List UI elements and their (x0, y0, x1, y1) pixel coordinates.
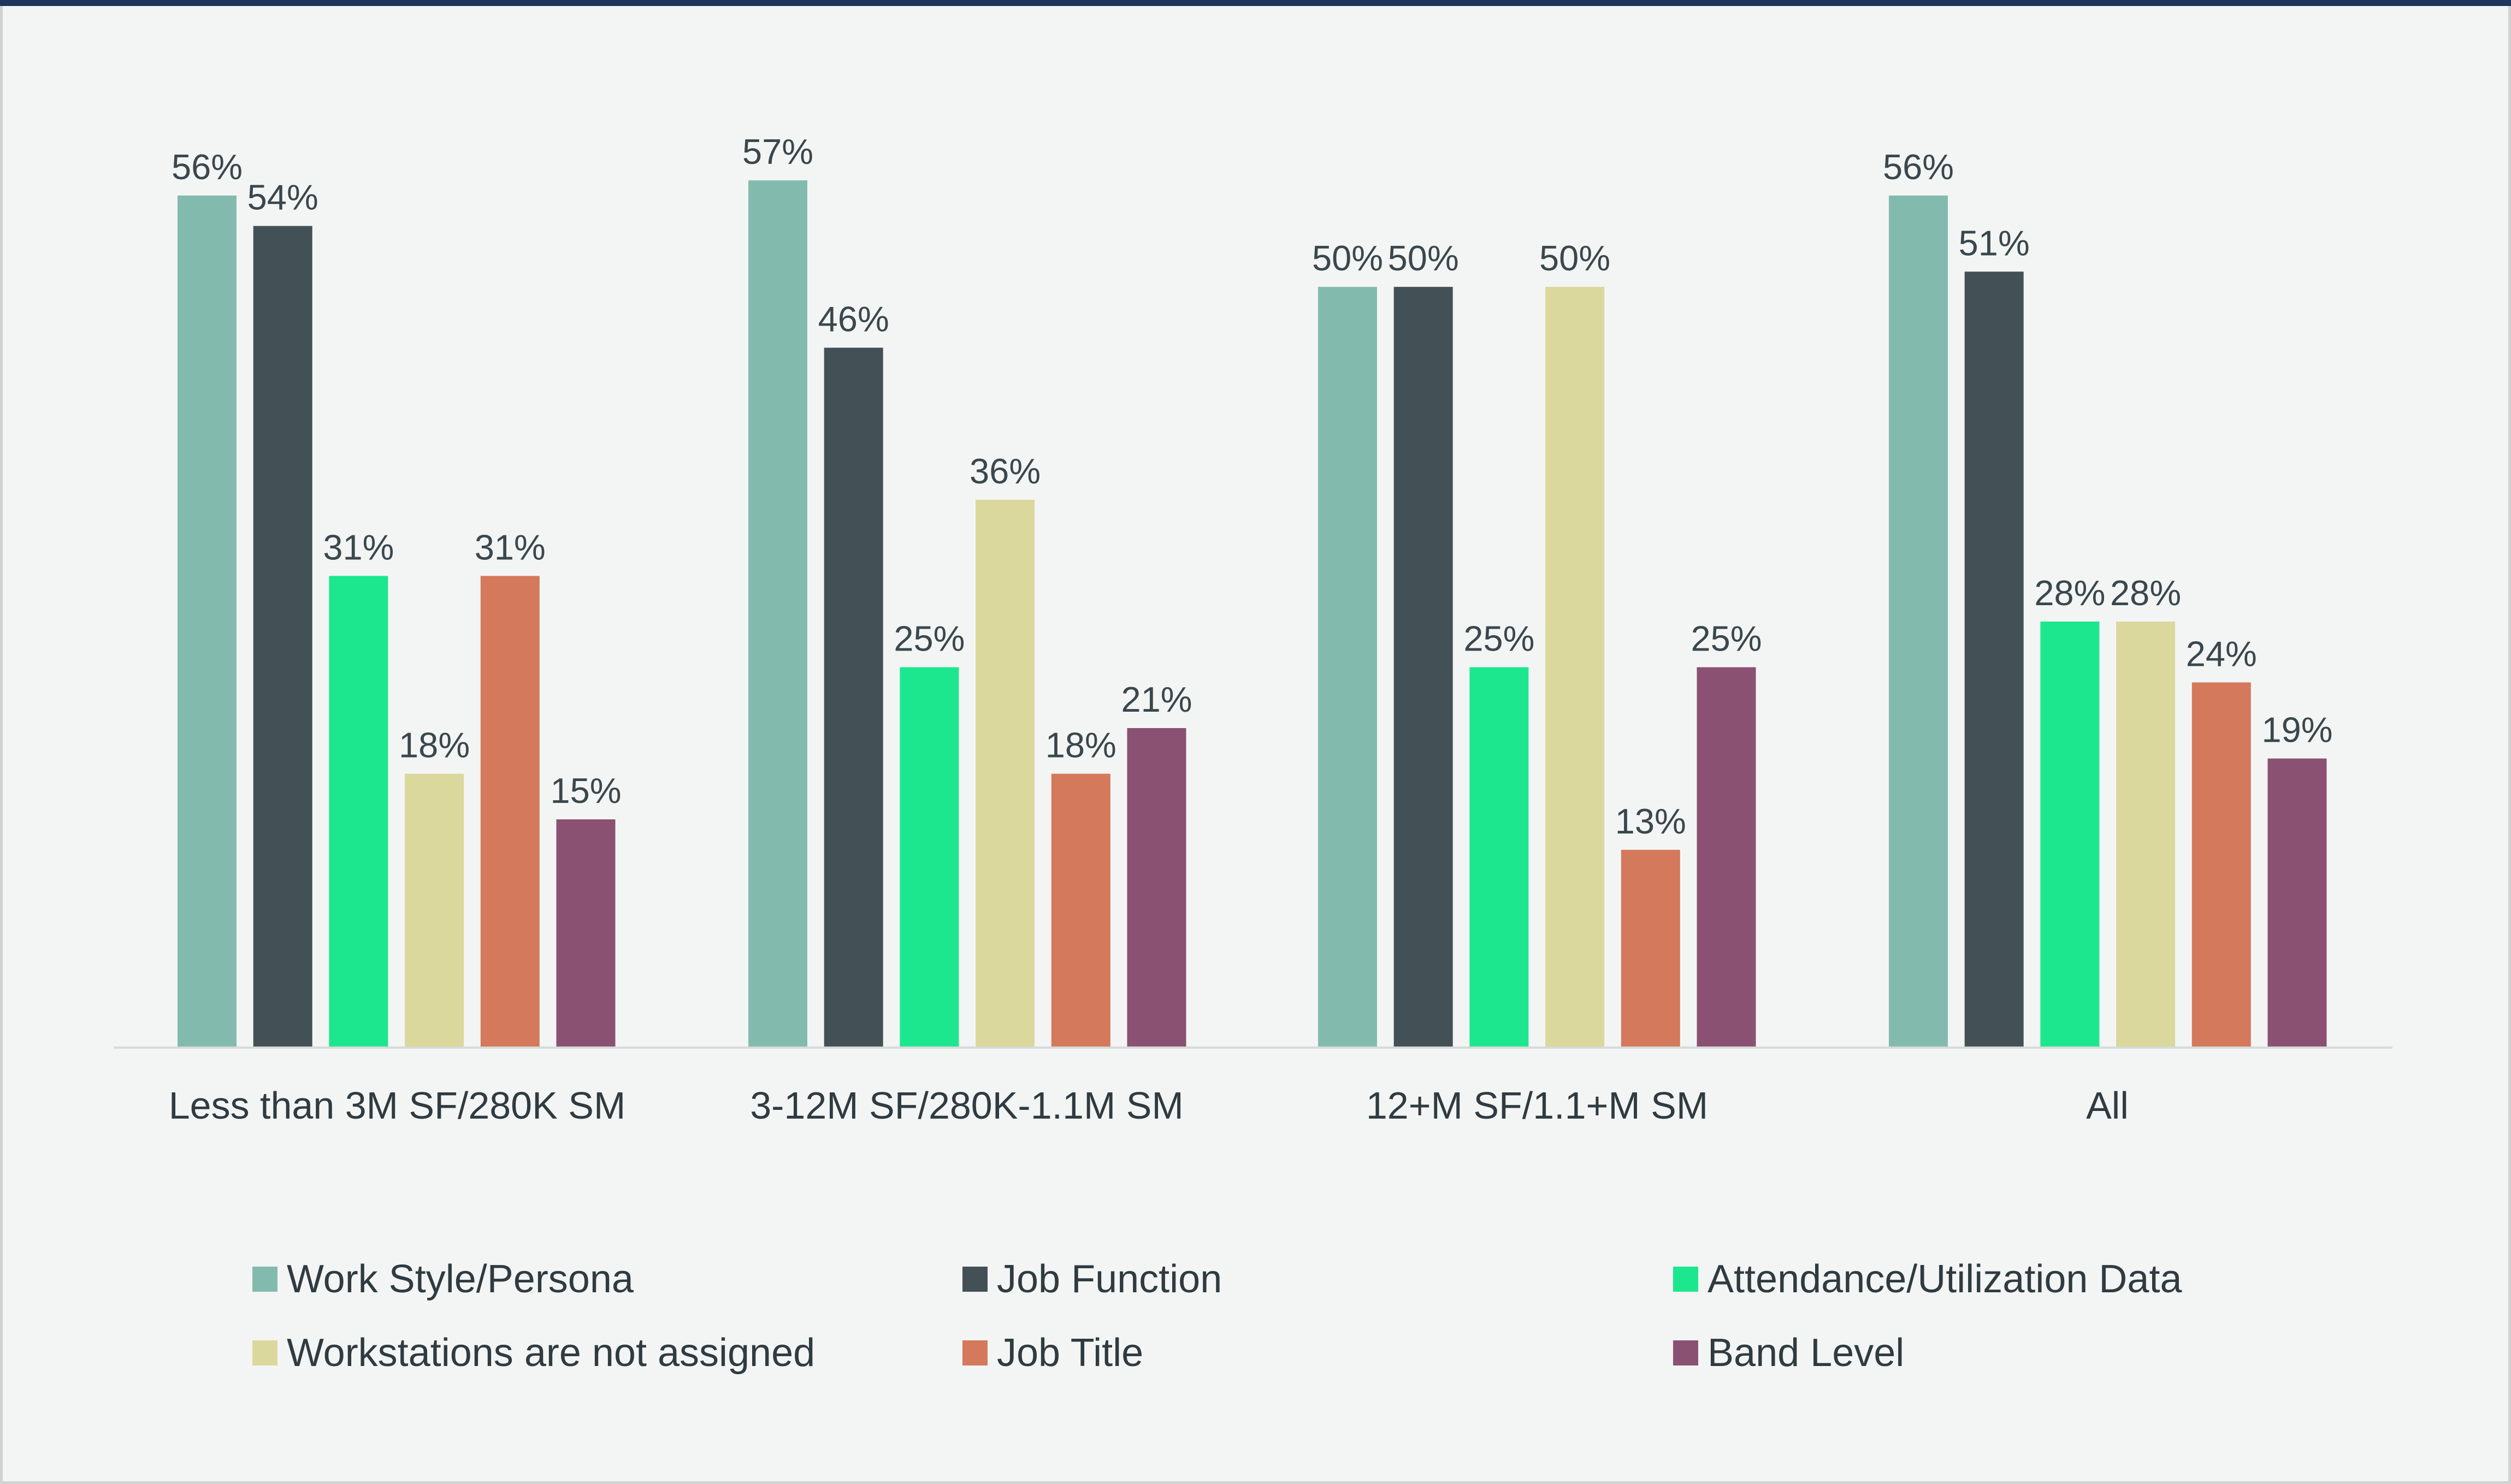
bar (2267, 758, 2327, 1048)
bar (2116, 622, 2176, 1048)
category-label: All (2086, 1084, 2129, 1127)
data-label: 50% (1312, 238, 1383, 278)
data-label: 28% (2110, 573, 2181, 613)
data-label: 13% (1615, 801, 1686, 841)
data-label: 19% (2261, 710, 2332, 750)
bar (900, 667, 959, 1048)
data-label: 15% (550, 771, 621, 811)
bar (1545, 287, 1605, 1048)
bar (1318, 287, 1377, 1048)
category-label: 3-12M SF/280K-1.1M SM (750, 1084, 1184, 1127)
bar (1127, 728, 1186, 1048)
data-label: 56% (172, 147, 243, 187)
bar (1051, 773, 1110, 1048)
data-label: 21% (1121, 679, 1192, 719)
bar (1469, 667, 1529, 1048)
category-label: Less than 3M SF/280K SM (169, 1084, 626, 1127)
bar (1621, 849, 1680, 1048)
bar (1393, 287, 1453, 1048)
data-label: 18% (399, 725, 470, 765)
data-label: 28% (2034, 573, 2105, 613)
bar (1964, 271, 2024, 1048)
data-label: 51% (1959, 223, 2030, 263)
bar (253, 226, 312, 1048)
bar (480, 576, 540, 1048)
top-rule (0, 0, 2511, 6)
bar (556, 819, 616, 1048)
value-labels-layer: 56% 57%50%56%54%46%50% 51%31%25% 25%28%18%3… (172, 132, 2333, 841)
data-label: 18% (1045, 725, 1116, 765)
data-label: 31% (323, 527, 394, 567)
data-label: 57% (742, 132, 813, 172)
data-label: 56% (1883, 147, 1954, 187)
bar (976, 500, 1035, 1048)
bar (824, 347, 883, 1048)
bar (1697, 667, 1756, 1048)
category-labels-layer: Less than 3M SF/280K SM 3-12M SF/280K-1.… (169, 1084, 2129, 1127)
bar (1889, 196, 1948, 1048)
bars-layer (178, 180, 2327, 1048)
category-label: 12+M SF/1.1+M SM (1366, 1084, 1708, 1127)
bar (405, 773, 464, 1048)
data-label: 25% (1691, 619, 1762, 659)
bar (2040, 622, 2100, 1048)
data-label: 54% (247, 178, 318, 217)
data-label: 31% (475, 527, 546, 567)
bar (2191, 682, 2251, 1048)
data-label: 25% (1463, 619, 1534, 659)
bar (329, 576, 388, 1048)
data-label: 25% (894, 619, 965, 659)
bar (748, 180, 807, 1048)
bar (178, 196, 237, 1048)
data-label: 50% (1388, 238, 1459, 278)
data-label: 46% (818, 299, 889, 339)
data-label: 50% (1539, 238, 1610, 278)
data-label: 24% (2186, 634, 2257, 673)
data-label: 36% (970, 451, 1041, 491)
